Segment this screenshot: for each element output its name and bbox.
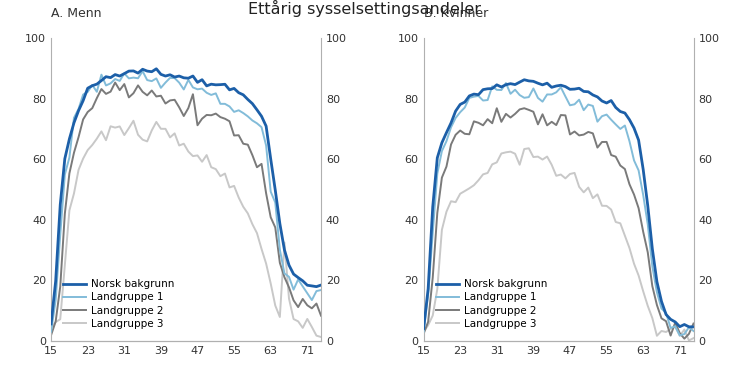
Text: A. Menn: A. Menn bbox=[51, 7, 101, 20]
Legend: Norsk bakgrunn, Landgruppe 1, Landgruppe 2, Landgruppe 3: Norsk bakgrunn, Landgruppe 1, Landgruppe… bbox=[59, 275, 179, 333]
Legend: Norsk bakgrunn, Landgruppe 1, Landgruppe 2, Landgruppe 3: Norsk bakgrunn, Landgruppe 1, Landgruppe… bbox=[431, 275, 551, 333]
Text: Ettårig sysselsettingsandeler: Ettårig sysselsettingsandeler bbox=[248, 0, 482, 17]
Text: B. Kvinner: B. Kvinner bbox=[423, 7, 488, 20]
